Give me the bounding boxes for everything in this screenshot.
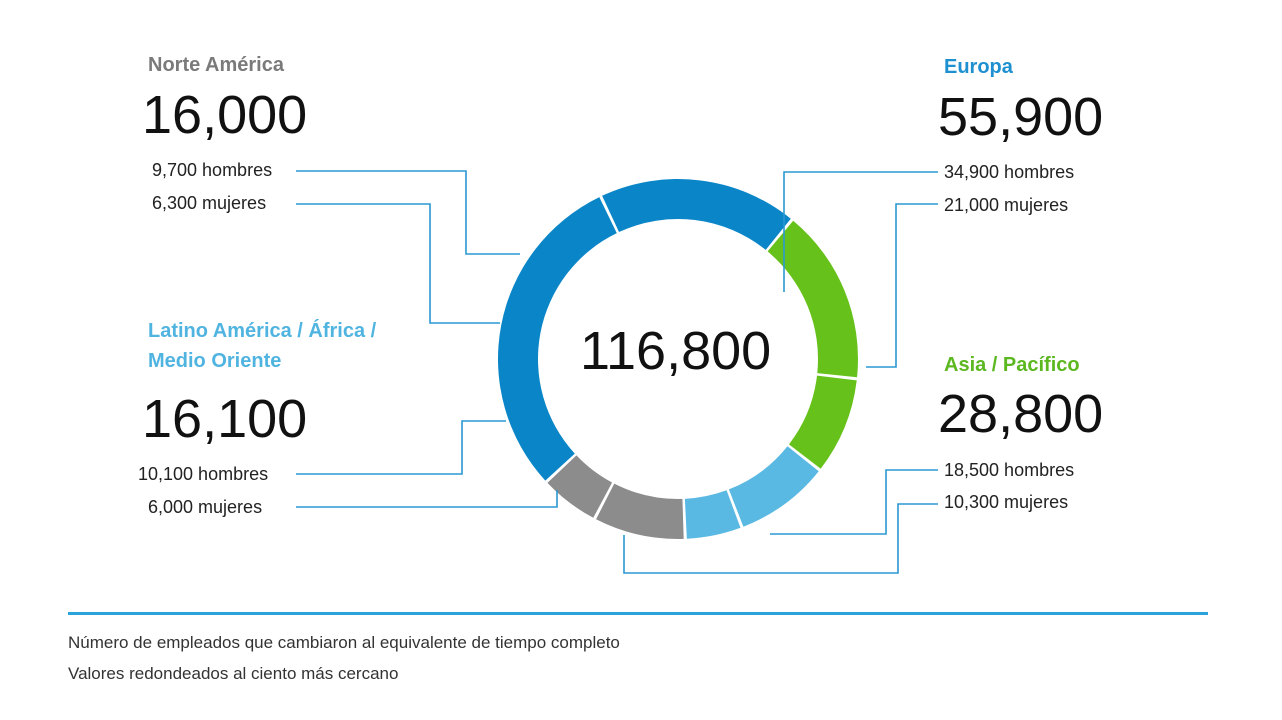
leader-ap-women <box>623 503 938 574</box>
ap-men-label: 18,500 hombres <box>944 460 1075 480</box>
leader-eu-women <box>866 203 938 368</box>
na-region-title: Norte América <box>148 54 284 76</box>
grand-total: 116,800 <box>580 321 772 381</box>
eu-region-total: 55,900 <box>938 87 1104 147</box>
donut-slice-eu-mujeres <box>602 178 791 250</box>
leader-la-men <box>296 420 506 475</box>
leader-na-women <box>296 203 500 324</box>
footnote-line2: Valores redondeados al ciento más cercan… <box>68 664 399 683</box>
donut-slice-na-hombres <box>596 483 684 539</box>
donut-slice-la-hombres <box>728 446 819 527</box>
la-region-title-line2: Medio Oriente <box>148 350 282 372</box>
divider-rule <box>68 612 1208 615</box>
leader-na-men <box>296 170 520 255</box>
eu-region-title: Europa <box>944 56 1013 78</box>
eu-women-label: 21,000 mujeres <box>944 195 1069 215</box>
la-men-label: 10,100 hombres <box>138 464 269 484</box>
leader-eu-men <box>783 171 938 292</box>
la-women-label: 6,000 mujeres <box>148 497 263 517</box>
na-men-label: 9,700 hombres <box>152 160 273 180</box>
la-region-title-line1: Latino América / África / <box>148 320 377 342</box>
leader-la-women <box>296 490 558 508</box>
eu-men-label: 34,900 hombres <box>944 162 1075 182</box>
donut-slice-eu-hombres <box>498 197 617 481</box>
donut-slice-na-mujeres <box>547 455 613 518</box>
footnote-line1: Número de empleados que cambiaron al equ… <box>68 633 620 652</box>
leader-ap-men <box>770 469 938 535</box>
ap-region-total: 28,800 <box>938 384 1104 444</box>
ap-women-label: 10,300 mujeres <box>944 492 1069 512</box>
ap-region-title: Asia / Pacífico <box>944 354 1080 376</box>
na-women-label: 6,300 mujeres <box>152 193 267 213</box>
leader-lines <box>296 170 938 574</box>
donut-segments <box>498 178 858 539</box>
donut-slice-la-mujeres <box>684 490 741 539</box>
donut-slice-ap-hombres <box>767 220 858 378</box>
la-region-total: 16,100 <box>142 389 308 449</box>
donut-slice-ap-mujeres <box>788 375 857 469</box>
na-region-total: 16,000 <box>142 85 308 145</box>
